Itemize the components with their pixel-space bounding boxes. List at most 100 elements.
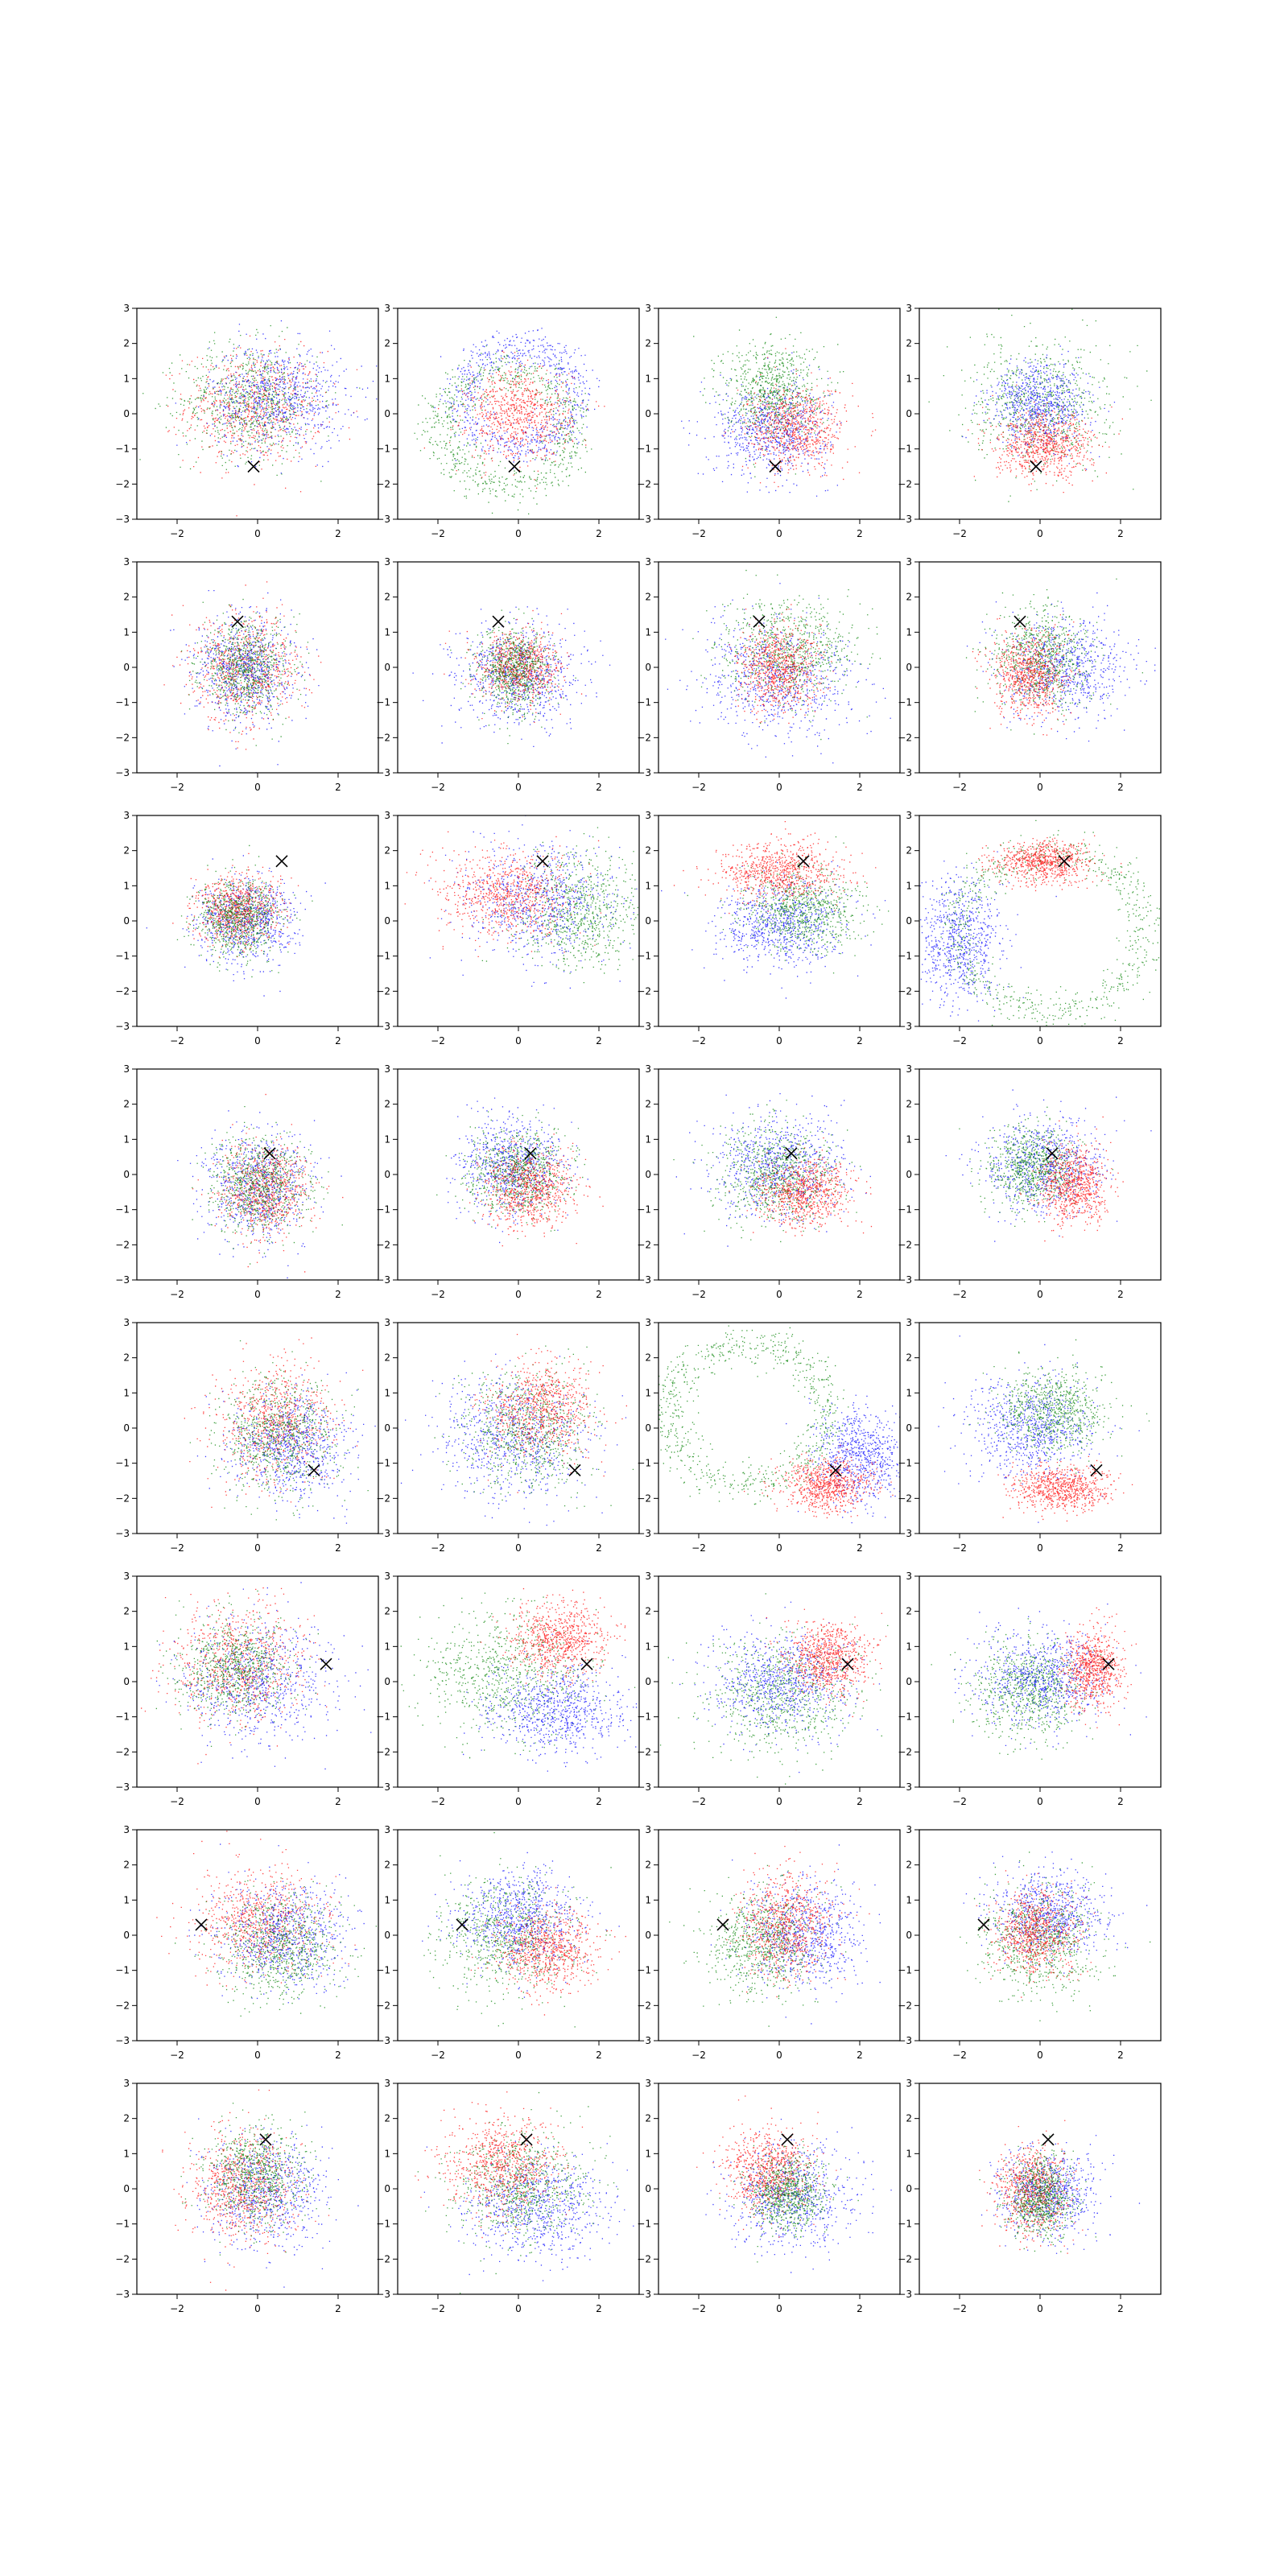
x-tick-label: 0 (1037, 1289, 1043, 1300)
subplot-r5-c4: −2 0 2 −3 −2 −1 0 1 2 3 (898, 1317, 1162, 1554)
y-tick-label: 0 (123, 2183, 130, 2194)
x-tick-label: 0 (254, 782, 261, 793)
y-tick-label: 1 (645, 2148, 651, 2159)
x-tick-label: −2 (170, 1796, 184, 1807)
y-tick-label: 1 (906, 2148, 912, 2159)
subplot-r1-c1: −2 0 2 −3 −2 −1 0 1 2 3 (115, 303, 379, 539)
x-tick-label: 0 (1037, 528, 1043, 539)
x-marker (247, 460, 260, 473)
series-red-points (444, 609, 583, 723)
y-tick-label: 3 (123, 1824, 130, 1835)
x-marker (275, 855, 288, 868)
y-tick-label: −2 (637, 2000, 651, 2011)
y-tick-label: 0 (906, 1930, 912, 1941)
y-tick-label: 2 (645, 592, 651, 603)
y-tick-label: 2 (384, 1099, 390, 1110)
x-tick-label: 0 (515, 2303, 522, 2314)
x-marker (785, 1147, 798, 1160)
y-tick-label: 0 (645, 662, 651, 673)
series-red-points (466, 1133, 604, 1247)
y-tick-label: −2 (376, 2000, 390, 2011)
subplot-r4-c3: −2 0 2 −3 −2 −1 0 1 2 3 (637, 1063, 901, 1300)
y-tick-label: −3 (898, 1021, 912, 1032)
y-tick-label: 3 (123, 1571, 130, 1582)
y-tick-label: 1 (384, 1387, 390, 1398)
series-green-points (436, 1111, 585, 1240)
x-tick-label: −2 (170, 2050, 184, 2061)
series-red-points (184, 1337, 364, 1508)
y-tick-label: 2 (645, 1860, 651, 1871)
x-tick-label: −2 (691, 782, 706, 793)
y-tick-label: 0 (906, 915, 912, 927)
y-tick-label: −1 (637, 1204, 651, 1216)
x-tick-label: 2 (1117, 2303, 1124, 2314)
y-tick-label: −2 (115, 1239, 130, 1250)
x-tick-label: 0 (1037, 1542, 1043, 1554)
y-tick-label: 3 (906, 1824, 912, 1835)
x-marker (769, 460, 782, 473)
x-marker (716, 1918, 729, 1931)
y-tick-label: −1 (115, 951, 130, 962)
x-tick-label: 0 (776, 2050, 782, 2061)
y-tick-label: 0 (906, 2183, 912, 2194)
x-tick-label: 2 (596, 782, 602, 793)
y-tick-label: 1 (906, 1133, 912, 1145)
x-tick-label: −2 (431, 2303, 445, 2314)
y-tick-label: 0 (123, 915, 130, 927)
scatter-points (398, 2091, 634, 2294)
y-tick-label: −2 (637, 1492, 651, 1504)
y-tick-label: −3 (637, 2035, 651, 2046)
y-tick-label: −1 (376, 697, 390, 708)
y-tick-label: 3 (906, 303, 912, 314)
x-tick-label: 2 (596, 1035, 602, 1046)
series-red-points (997, 1455, 1133, 1522)
x-tick-label: −2 (431, 1035, 445, 1046)
y-tick-label: −3 (637, 1274, 651, 1286)
x-tick-label: −2 (952, 1796, 967, 1807)
x-tick-label: −2 (691, 528, 706, 539)
y-tick-label: −2 (898, 985, 912, 997)
y-tick-label: 1 (384, 373, 390, 384)
subplot-r2-c3: −2 0 2 −3 −2 −1 0 1 2 3 (637, 556, 901, 793)
y-tick-label: −1 (637, 1711, 651, 1723)
x-tick-label: −2 (170, 2303, 184, 2314)
y-tick-label: −1 (637, 951, 651, 962)
subplot-r8-c1: −2 0 2 −3 −2 −1 0 1 2 3 (115, 2078, 379, 2314)
scatter-points (681, 316, 877, 497)
y-tick-label: −3 (898, 1274, 912, 1286)
y-tick-label: −2 (115, 478, 130, 489)
x-tick-label: −2 (952, 2303, 967, 2314)
y-tick-label: −2 (637, 478, 651, 489)
y-tick-label: −2 (376, 478, 390, 489)
panels: −2 0 2 −3 −2 −1 0 1 2 3 −2 0 2 −3 −2 −1 0 1 2 3 −2 0 2 −3 −2 −1 0 1… (115, 303, 1162, 2314)
y-tick-label: 1 (123, 1894, 130, 1905)
y-tick-label: 3 (384, 1571, 390, 1582)
subplot-r5-c1: −2 0 2 −3 −2 −1 0 1 2 3 (115, 1317, 379, 1554)
scatter-points (404, 815, 638, 989)
y-tick-label: −2 (898, 2253, 912, 2264)
scatter-points (696, 2095, 892, 2273)
scatter-points (156, 1831, 377, 2017)
y-tick-label: −1 (898, 697, 912, 708)
subplot-r3-c3: −2 0 2 −3 −2 −1 0 1 2 3 (637, 810, 901, 1046)
x-tick-label: 0 (776, 782, 782, 793)
y-tick-label: 2 (123, 2113, 130, 2124)
x-tick-label: −2 (431, 2050, 445, 2061)
x-marker (492, 615, 505, 628)
x-tick-label: 2 (335, 528, 341, 539)
x-tick-label: −2 (431, 1289, 445, 1300)
subplot-r1-c3: −2 0 2 −3 −2 −1 0 1 2 3 (637, 303, 901, 539)
y-tick-label: −2 (115, 732, 130, 743)
y-tick-label: 3 (906, 1317, 912, 1328)
y-tick-label: 0 (645, 1422, 651, 1434)
x-tick-label: 0 (776, 2303, 782, 2314)
subplot-r5-c2: −2 0 2 −3 −2 −1 0 1 2 3 (376, 1317, 640, 1554)
scatter-points (139, 320, 378, 517)
y-tick-label: 3 (645, 810, 651, 821)
y-tick-label: −1 (898, 444, 912, 455)
x-tick-label: −2 (952, 1289, 967, 1300)
subplot-r3-c2: −2 0 2 −3 −2 −1 0 1 2 3 (376, 810, 640, 1046)
x-marker (195, 1918, 208, 1931)
x-tick-label: 0 (1037, 2050, 1043, 2061)
